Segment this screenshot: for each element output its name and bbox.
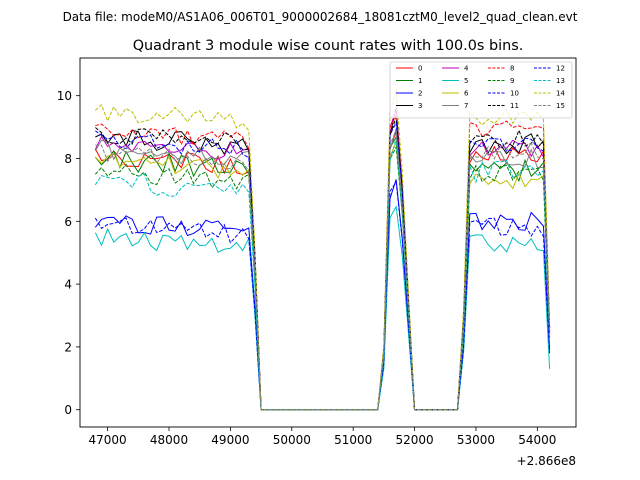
legend-label-14: 14 bbox=[556, 90, 565, 98]
x-axis-offset-label: +2.866e8 bbox=[517, 454, 576, 468]
legend-label-11: 11 bbox=[510, 102, 519, 110]
series-line-8 bbox=[95, 113, 551, 411]
chart-title: Quadrant 3 module wise count rates with … bbox=[133, 38, 524, 54]
y-tick-label: 10 bbox=[57, 89, 72, 103]
x-tick-label: 53000 bbox=[457, 433, 495, 447]
y-tick-label: 6 bbox=[64, 215, 72, 229]
legend-box bbox=[389, 61, 573, 119]
legend-label-12: 12 bbox=[556, 65, 565, 73]
legend-label-1: 1 bbox=[418, 77, 422, 85]
y-tick-label: 8 bbox=[64, 152, 72, 166]
x-tick-label: 48000 bbox=[150, 433, 188, 447]
series-line-11 bbox=[95, 117, 551, 411]
legend-label-4: 4 bbox=[464, 65, 469, 73]
legend-label-3: 3 bbox=[418, 102, 422, 110]
legend-label-9: 9 bbox=[510, 77, 514, 85]
y-tick-label: 0 bbox=[64, 403, 72, 417]
y-axis-ticks: 0 2 4 6 8 10 bbox=[57, 89, 80, 417]
legend-label-2: 2 bbox=[418, 90, 422, 98]
y-tick-label: 2 bbox=[64, 340, 72, 354]
x-tick-label: 51000 bbox=[334, 433, 372, 447]
x-tick-label: 49000 bbox=[211, 433, 249, 447]
legend-label-6: 6 bbox=[464, 90, 469, 98]
series-line-13 bbox=[94, 138, 551, 411]
x-tick-label: 52000 bbox=[395, 433, 433, 447]
legend-label-7: 7 bbox=[464, 102, 468, 110]
x-axis-ticks: 47000 48000 49000 50000 51000 52000 53000 54000 bbox=[89, 427, 556, 447]
figure-suptitle: Data file: modeM0/AS1A06_006T01_90000026… bbox=[63, 10, 578, 24]
legend-label-10: 10 bbox=[510, 90, 519, 98]
legend-label-15: 15 bbox=[556, 102, 565, 110]
legend-label-13: 13 bbox=[556, 77, 565, 85]
series-lines bbox=[94, 89, 551, 411]
legend-label-0: 0 bbox=[418, 65, 422, 73]
series-line-15 bbox=[95, 129, 551, 411]
x-tick-label: 50000 bbox=[273, 433, 311, 447]
y-tick-label: 4 bbox=[64, 278, 72, 292]
plot-area: 47000 48000 49000 50000 51000 52000 53000 54000… bbox=[57, 57, 577, 447]
legend-label-5: 5 bbox=[464, 77, 468, 85]
axes-frame bbox=[79, 57, 577, 428]
legend-label-8: 8 bbox=[510, 65, 514, 73]
x-tick-label: 47000 bbox=[89, 433, 127, 447]
x-tick-label: 54000 bbox=[518, 433, 556, 447]
